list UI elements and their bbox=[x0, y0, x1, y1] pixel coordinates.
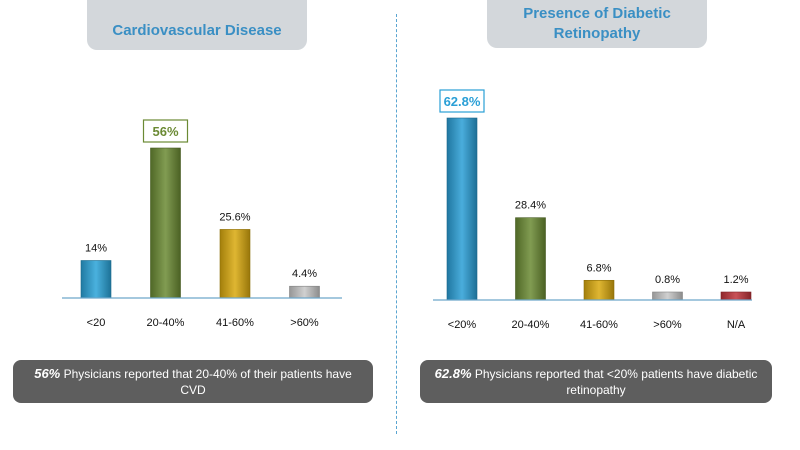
value-label-4: 1.2% bbox=[723, 274, 748, 286]
value-label-3: 0.8% bbox=[655, 274, 680, 286]
category-label-3: >60% bbox=[653, 319, 682, 331]
bar-4 bbox=[720, 291, 752, 301]
value-label-2: 25.6% bbox=[219, 211, 250, 223]
bar-1 bbox=[150, 147, 181, 299]
panel-divider bbox=[396, 14, 397, 434]
bar-0 bbox=[446, 117, 478, 301]
highlight-label-box bbox=[439, 89, 485, 113]
bar-3 bbox=[652, 291, 683, 301]
caption-highlight: 56% bbox=[34, 365, 61, 381]
caption-cardiovascular: 56% Physicians reported that 20-40% of t… bbox=[13, 360, 373, 403]
bar-1 bbox=[515, 217, 546, 301]
caption-highlight: 62.8% bbox=[434, 365, 472, 381]
bar-2 bbox=[219, 229, 251, 299]
value-label-3: 4.4% bbox=[292, 268, 317, 280]
caption-retinopathy: 62.8% Physicians reported that <20% pati… bbox=[420, 360, 772, 403]
category-label-0: <20% bbox=[448, 319, 477, 331]
caption-text: Physicians reported that <20% patients h… bbox=[471, 366, 758, 397]
category-label-1: 20-40% bbox=[147, 317, 185, 329]
bar-2 bbox=[583, 279, 615, 301]
category-label-0: <20 bbox=[87, 317, 106, 329]
bar-0 bbox=[80, 260, 112, 299]
category-label-2: 41-60% bbox=[580, 319, 618, 331]
caption-text: Physicians reported that 20-40% of their… bbox=[60, 366, 352, 397]
value-label-0: 62.8% bbox=[444, 94, 481, 109]
value-label-1: 56% bbox=[152, 124, 178, 139]
category-label-3: >60% bbox=[290, 317, 319, 329]
value-label-1: 28.4% bbox=[515, 200, 546, 212]
category-label-2: 41-60% bbox=[216, 317, 254, 329]
chart-cardiovascular: 14% <20 56% 20-40% 25.6% 41-60% 4.4% >60% bbox=[62, 119, 342, 329]
category-label-4: N/A bbox=[727, 319, 746, 331]
chart-title-cardiovascular: Cardiovascular Disease bbox=[87, 0, 307, 50]
chart-retinopathy: 62.8% <20% 28.4% 20-40% 6.8% 41-60% 0.8% >60% 1.… bbox=[433, 89, 752, 331]
highlight-label-box bbox=[142, 119, 189, 143]
category-label-1: 20-40% bbox=[512, 319, 550, 331]
value-label-2: 6.8% bbox=[586, 262, 611, 274]
value-label-0: 14% bbox=[85, 243, 107, 255]
chart-title-retinopathy: Presence of Diabetic Retinopathy bbox=[487, 0, 707, 48]
